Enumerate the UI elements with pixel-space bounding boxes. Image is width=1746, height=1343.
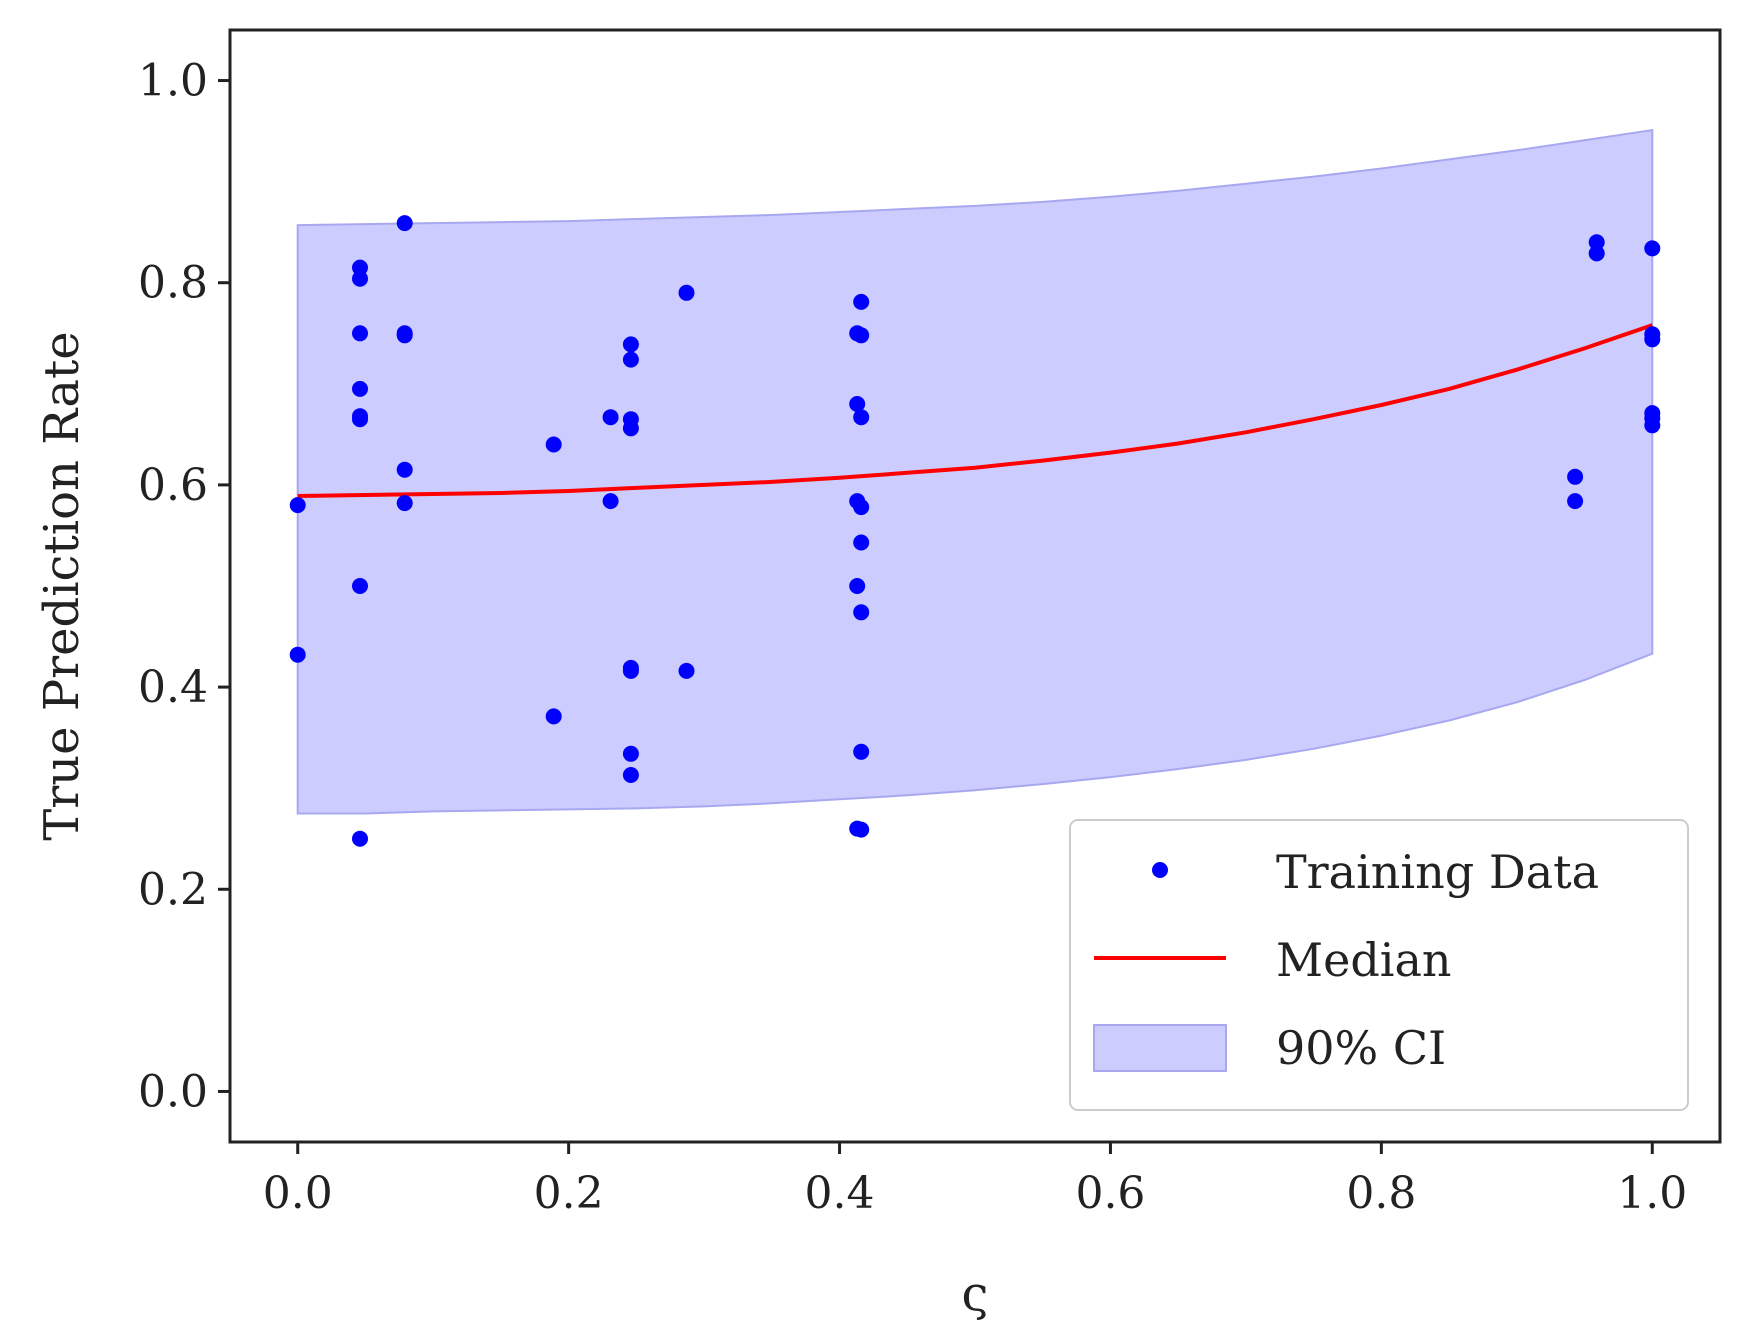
training-data-point xyxy=(622,420,639,437)
legend-label-ci: 90% CI xyxy=(1276,1021,1446,1075)
training-data-point xyxy=(289,646,306,663)
training-data-point xyxy=(1567,468,1584,485)
x-tick-label: 0.0 xyxy=(263,1168,333,1219)
training-data-point xyxy=(352,270,368,287)
x-tick-label: 0.2 xyxy=(534,1168,604,1219)
training-data-point xyxy=(352,411,368,428)
y-tick-label: 0.6 xyxy=(138,460,208,511)
y-tick-label: 0.8 xyxy=(138,258,208,309)
training-data-point xyxy=(1644,331,1661,348)
training-data-point xyxy=(622,351,639,368)
training-data-point xyxy=(622,662,639,679)
training-data-point xyxy=(545,708,562,725)
y-axis-label: True Prediction Rate xyxy=(34,331,90,840)
y-tick-label: 1.0 xyxy=(138,56,208,107)
median-line-layer xyxy=(297,323,1653,498)
x-tick-label: 0.4 xyxy=(805,1168,875,1219)
training-data-point xyxy=(1644,240,1661,257)
training-data-point xyxy=(352,325,368,342)
y-tick-label: 0.0 xyxy=(138,1066,208,1117)
training-data-point xyxy=(622,336,639,353)
x-axis-label: ς xyxy=(962,1266,989,1322)
x-tick-label: 1.0 xyxy=(1617,1168,1687,1219)
y-axis-ticks: 0.0 0.2 0.4 0.6 0.8 1.0 xyxy=(138,56,230,1117)
legend-label-median: Median xyxy=(1276,933,1452,987)
training-data-point xyxy=(1644,417,1661,434)
training-data-point xyxy=(602,409,619,426)
training-data-point xyxy=(849,396,866,412)
y-tick-label: 0.2 xyxy=(138,864,208,915)
training-data-point xyxy=(853,499,870,516)
training-data-point xyxy=(853,604,870,621)
median-line xyxy=(297,323,1653,498)
legend-label-training-data: Training Data xyxy=(1276,845,1599,899)
training-data-point xyxy=(1588,245,1605,262)
training-data-point xyxy=(602,493,619,510)
training-data-point xyxy=(1567,493,1584,510)
x-axis-ticks: 0.0 0.2 0.4 0.6 0.8 1.0 xyxy=(263,1142,1687,1219)
training-data-point xyxy=(678,284,695,301)
training-data-point xyxy=(853,327,870,344)
training-data-point xyxy=(622,767,639,783)
training-data-point xyxy=(396,215,413,232)
training-data-point xyxy=(352,830,368,847)
legend-marker-training-data xyxy=(1152,862,1168,878)
ci-band xyxy=(296,128,1654,815)
training-data-point xyxy=(853,821,870,838)
training-data-point xyxy=(545,436,562,453)
legend: Training Data Median 90% CI xyxy=(1069,819,1689,1111)
training-data-point xyxy=(352,259,368,276)
training-data-point xyxy=(396,495,413,512)
training-data-point xyxy=(622,745,639,762)
training-data-point xyxy=(849,578,866,594)
training-data-point xyxy=(352,380,368,397)
training-data-point xyxy=(352,578,368,594)
training-data-point xyxy=(396,327,413,344)
training-data-point xyxy=(396,461,413,478)
training-data-point xyxy=(1588,234,1605,251)
plot-area-frame xyxy=(228,28,1722,1144)
training-data-point xyxy=(289,497,306,514)
ci-band-layer xyxy=(296,128,1654,815)
x-tick-label: 0.6 xyxy=(1075,1168,1145,1219)
training-data-point xyxy=(853,409,870,426)
training-data-point xyxy=(853,743,870,760)
training-data-point xyxy=(678,662,695,679)
x-tick-label: 0.8 xyxy=(1346,1168,1416,1219)
y-tick-label: 0.4 xyxy=(138,662,208,713)
training-data-point xyxy=(853,534,870,551)
training-points-layer xyxy=(289,215,1661,847)
legend-marker-ci xyxy=(1093,1024,1227,1072)
training-data-point xyxy=(853,293,870,310)
